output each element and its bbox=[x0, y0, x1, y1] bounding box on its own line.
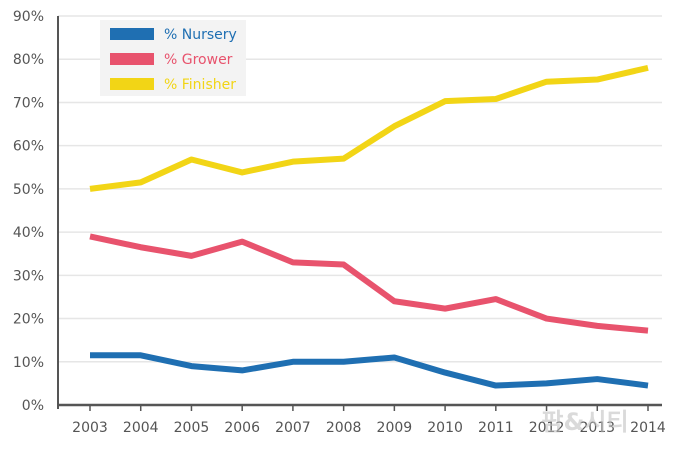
series-line bbox=[89, 64, 649, 192]
x-tick-label: 2003 bbox=[72, 420, 108, 436]
series-lines bbox=[89, 64, 649, 389]
x-tick-label: 2011 bbox=[478, 420, 514, 436]
y-tick-label: 90% bbox=[13, 9, 44, 25]
series-line bbox=[89, 233, 649, 334]
legend-swatch bbox=[110, 53, 154, 65]
x-tick-label: 2005 bbox=[174, 420, 210, 436]
y-tick-label: 20% bbox=[13, 312, 44, 328]
x-tick-label: 2008 bbox=[326, 420, 362, 436]
series-line bbox=[90, 352, 649, 389]
x-tick-label: 2009 bbox=[377, 420, 413, 436]
y-tick-label: 50% bbox=[13, 182, 44, 198]
legend-swatch bbox=[110, 78, 154, 90]
x-tick-label: 2007 bbox=[275, 420, 311, 436]
y-axis-ticks: 0% 10% 20% 30% 40% 50% 60% 70% 80% 90% bbox=[13, 9, 44, 414]
x-axis: 2003 2004 2005 2006 2007 2008 2009 2010 2011 2012… bbox=[58, 403, 666, 436]
x-tick-label: 2014 bbox=[630, 420, 666, 436]
watermark-logo: 팜&시티 bbox=[541, 408, 628, 436]
y-tick-label: 80% bbox=[13, 52, 44, 68]
y-tick-label: 40% bbox=[13, 225, 44, 241]
x-tick-label: 2006 bbox=[224, 420, 260, 436]
legend-label: % Nursery bbox=[164, 27, 237, 43]
y-tick-label: 70% bbox=[13, 95, 44, 111]
legend-swatch bbox=[110, 28, 154, 40]
y-tick-label: 0% bbox=[22, 398, 44, 414]
legend-label: % Finisher bbox=[164, 77, 236, 93]
y-tick-label: 60% bbox=[13, 139, 44, 155]
x-tick-label: 2013 bbox=[579, 420, 615, 436]
legend-label: % Grower bbox=[164, 52, 233, 68]
x-tick-label: 2012 bbox=[529, 420, 565, 436]
legend: % Nursery % Grower % Finisher bbox=[100, 20, 246, 96]
y-tick-label: 10% bbox=[13, 355, 44, 371]
y-tick-label: 30% bbox=[13, 268, 44, 284]
x-tick-label: 2004 bbox=[123, 420, 159, 436]
x-tick-label: 2010 bbox=[427, 420, 463, 436]
